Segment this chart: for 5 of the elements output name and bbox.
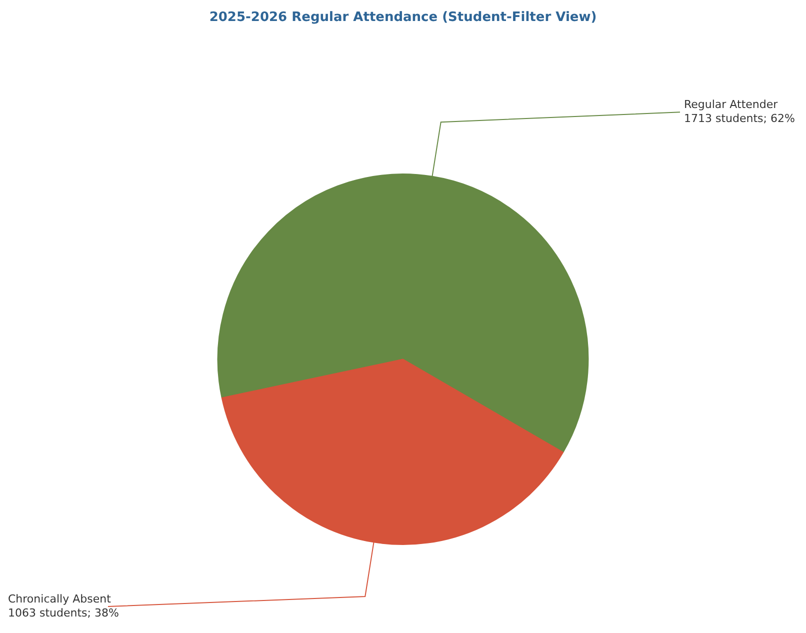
slice-label: Chronically Absent (8, 592, 112, 606)
slice-label: Regular Attender (684, 98, 778, 111)
data-label: 1713 students; 62% (684, 112, 795, 125)
data-label: 1063 students; 38% (8, 606, 119, 620)
chart-title: 2025-2026 Regular Attendance (Student-Filter View) (209, 10, 597, 26)
